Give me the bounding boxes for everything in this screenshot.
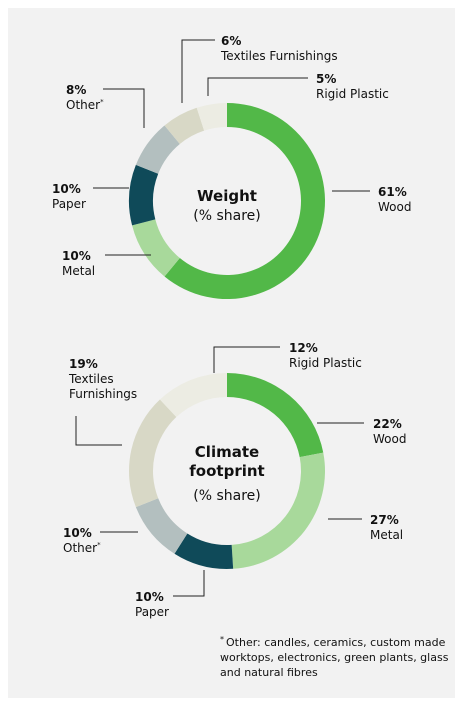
value-label-0-textiles-furnishings: 6% [221,34,241,48]
slice-1-other [135,498,188,554]
chart-1-center-title-2: (% share) [193,488,260,504]
slice-1-textiles-furnishings [129,399,177,508]
value-label-0-paper: 10% [52,182,81,196]
value-label-0-other: 8% [66,83,86,97]
chart-1-center-title-1: footprint [189,462,264,480]
value-label-1-textiles-furnishings: 19% [69,357,98,371]
value-label-1-metal: 27% [370,513,399,527]
slice-0-other [135,125,180,174]
leader-0-other [103,88,145,128]
category-label-0-metal-0: Metal [62,264,95,278]
slice-0-wood [164,103,326,300]
slice-1-rigid-plastic [159,373,227,418]
category-label-1-textiles-furnishings-0: Textiles [68,372,114,386]
chart-1-center-title-0: Climate [195,443,259,461]
footnote: * Other: candles, ceramics, custom made w… [220,635,452,680]
chart-0-center-title-0: Weight [197,187,257,205]
slice-0-paper [129,164,159,226]
asterisk-marker: * [100,98,104,106]
slice-0-rigid-plastic [196,103,227,131]
slice-1-metal [231,452,326,569]
leader-1-textiles-furnishings [75,416,122,446]
slice-0-metal [132,219,180,277]
category-label-1-paper-0: Paper [135,605,169,619]
category-label-1-metal-0: Metal [370,528,403,542]
leader-0-rigid-plastic [207,77,308,96]
value-label-0-wood: 61% [378,185,407,199]
category-label-0-textiles-furnishings-0: Textiles Furnishings [220,49,338,63]
value-label-1-wood: 22% [373,417,402,431]
category-label-0-paper-0: Paper [52,197,86,211]
slice-0-textiles-furnishings [164,107,205,144]
infographic-panel: Weight (% share) 61% Wood 10% Metal 10% Paper 8%… [8,8,455,698]
category-label-1-other-0: Other* [63,541,101,555]
value-label-0-metal: 10% [62,249,91,263]
donut-charts: Weight(% share)61%Wood10%Metal10%Paper8%… [52,34,411,619]
value-label-1-paper: 10% [135,590,164,604]
asterisk-marker: * [97,541,101,549]
slice-1-wood [227,373,324,458]
category-label-1-wood-0: Wood [373,432,406,446]
leader-1-rigid-plastic [213,346,280,373]
category-label-0-rigid-plastic-0: Rigid Plastic [316,87,389,101]
category-label-0-wood-0: Wood [378,200,411,214]
chart-0-center-title-1: (% share) [193,208,260,224]
footnote-text: Other: candles, ceramics, custom made wo… [220,636,449,679]
leader-1-paper [173,570,205,597]
value-label-1-rigid-plastic: 12% [289,341,318,355]
leader-0-textiles-furnishings [181,39,215,103]
value-label-0-rigid-plastic: 5% [316,72,336,86]
category-label-1-rigid-plastic-0: Rigid Plastic [289,356,362,370]
footnote-marker: * [220,635,224,644]
slice-1-paper [174,533,234,569]
category-label-1-textiles-furnishings-1: Furnishings [69,387,137,401]
value-label-1-other: 10% [63,526,92,540]
category-label-0-other-0: Other* [66,98,104,112]
